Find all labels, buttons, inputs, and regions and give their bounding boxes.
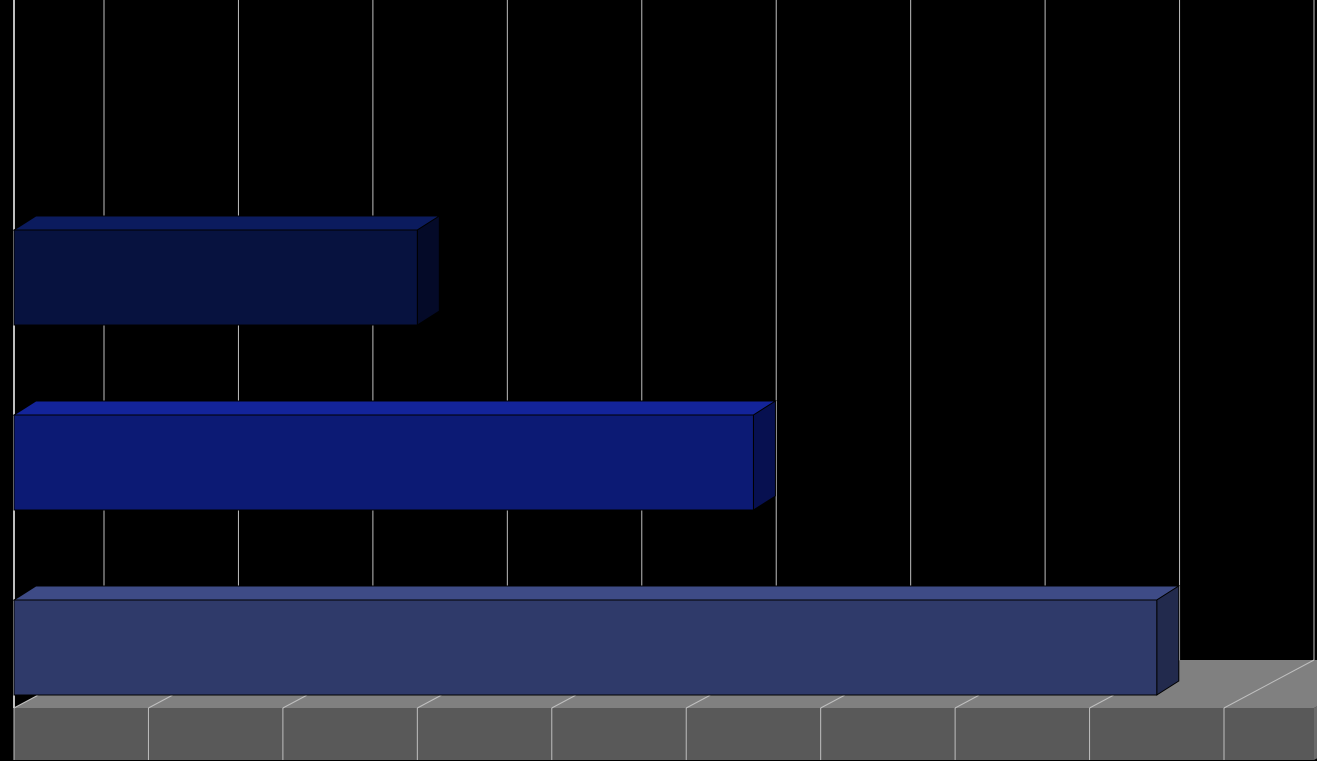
bar-1 (14, 401, 775, 510)
bar-0 (14, 586, 1179, 695)
bar-2 (14, 216, 439, 325)
chart-3d-horizontal-bar (0, 0, 1317, 761)
chart-plot-area (0, 0, 1317, 761)
